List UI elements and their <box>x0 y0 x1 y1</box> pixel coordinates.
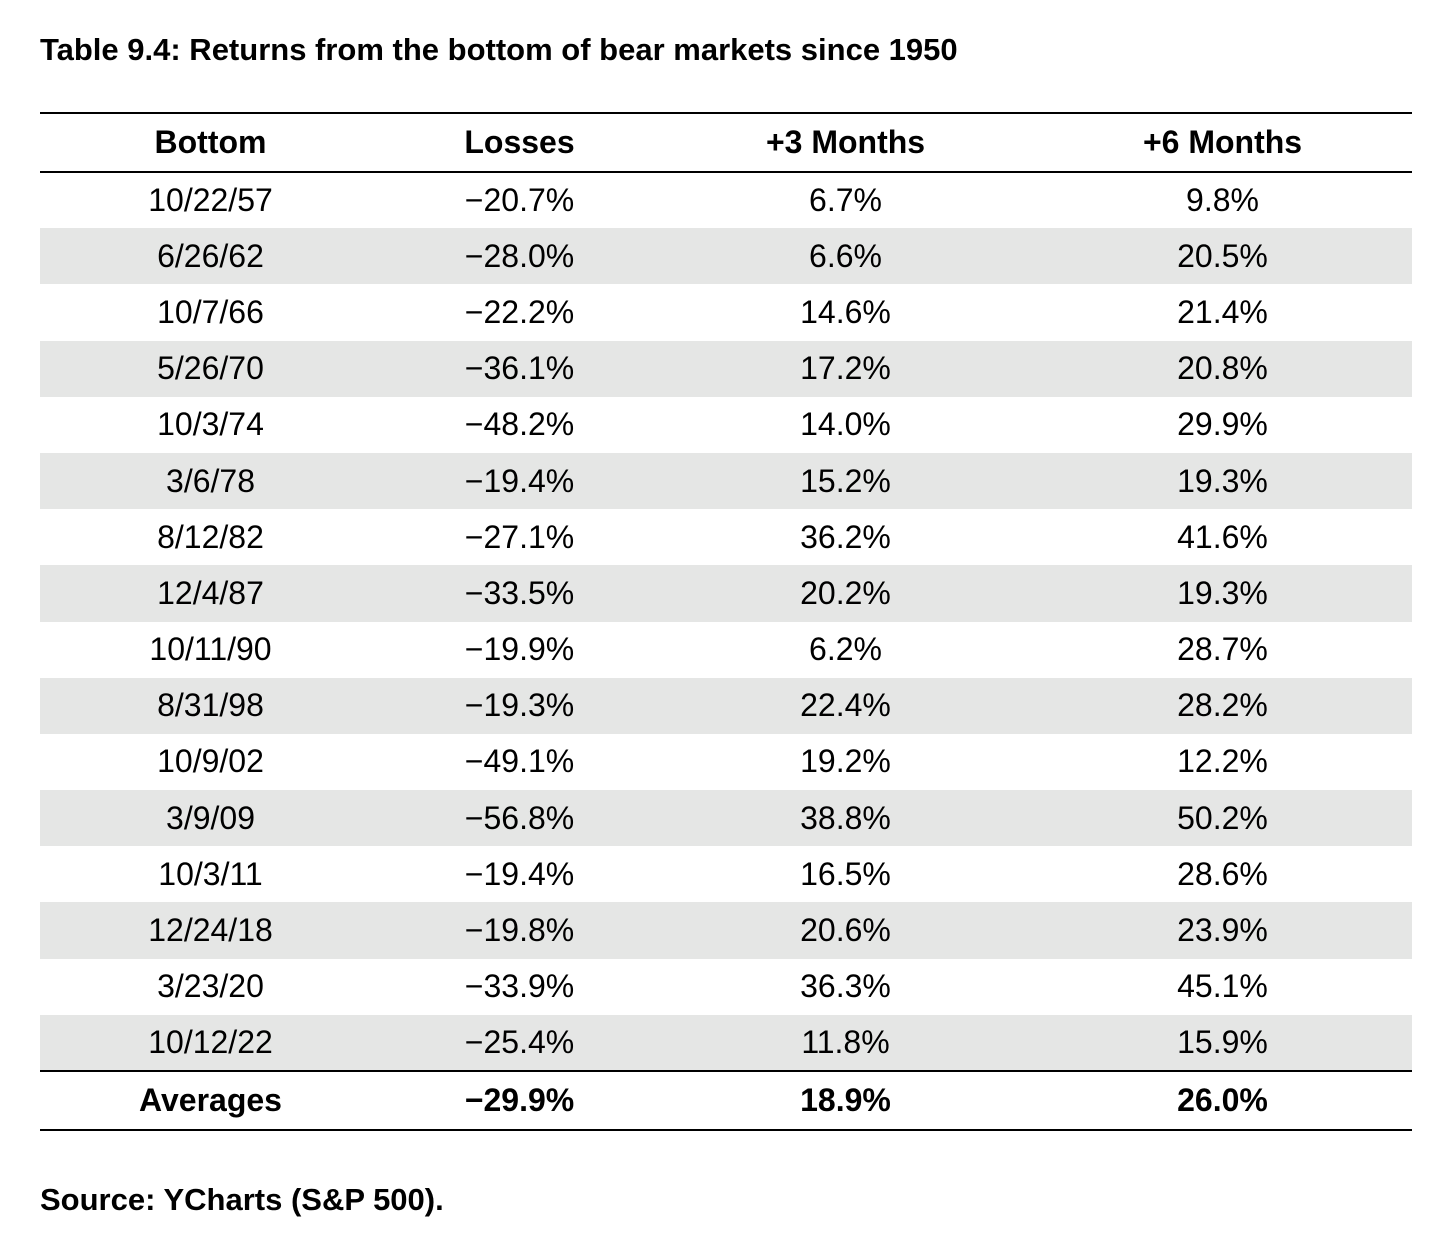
cell-6-months: 23.9% <box>1033 902 1412 959</box>
cell-bottom-date: 10/3/11 <box>158 855 263 892</box>
cell-losses: −49.1% <box>464 743 575 780</box>
table-row: 10/9/02 −49.1% 19.2% 12.2% <box>40 734 1412 790</box>
cell-losses: −33.5% <box>381 565 658 622</box>
cell-bottom-date: 6/26/62 <box>40 228 381 285</box>
averages-row: Averages −29.9% 18.9% 26.0% <box>40 1071 1412 1130</box>
cell-3-months: 6.2% <box>809 631 882 668</box>
cell-6-months: 20.5% <box>1033 228 1412 285</box>
column-header-3-months: +3 Months <box>765 124 926 160</box>
table-row: 10/7/66 −22.2% 14.6% 21.4% <box>40 284 1412 340</box>
cell-6-months: 28.6% <box>1177 855 1268 892</box>
cell-bottom-date: 10/3/74 <box>157 406 264 443</box>
cell-bottom-date: 10/12/22 <box>40 1014 381 1071</box>
table-row: 5/26/70 −36.1% 17.2% 20.8% <box>40 340 1412 397</box>
cell-6-months: 9.8% <box>1186 182 1259 219</box>
cell-bottom-date: 8/31/98 <box>40 677 381 734</box>
table-row: 8/12/82 −27.1% 36.2% 41.6% <box>40 509 1412 565</box>
table-row: 12/4/87 −33.5% 20.2% 19.3% <box>40 565 1412 622</box>
table-header-row: Bottom Losses +3 Months +6 Months <box>40 113 1412 172</box>
cell-losses: −20.7% <box>464 182 575 219</box>
cell-bottom-date: 5/26/70 <box>40 340 381 397</box>
averages-losses: −29.9% <box>464 1082 575 1118</box>
bear-market-returns-table: Bottom Losses +3 Months +6 Months 10/22/… <box>40 112 1412 1131</box>
cell-bottom-date: 10/9/02 <box>157 743 264 780</box>
source-note: Source: YCharts (S&P 500). <box>40 1182 444 1217</box>
table-caption: Table 9.4: Returns from the bottom of be… <box>40 32 958 67</box>
cell-losses: −19.9% <box>464 631 575 668</box>
averages-6-months: 26.0% <box>1177 1082 1268 1118</box>
cell-3-months: 19.2% <box>800 743 891 780</box>
cell-losses: −19.3% <box>381 677 658 734</box>
cell-bottom-date: 3/23/20 <box>157 968 264 1005</box>
cell-3-months: 22.4% <box>658 677 1033 734</box>
cell-6-months: 12.2% <box>1177 743 1268 780</box>
table-row: 8/31/98 −19.3% 22.4% 28.2% <box>40 677 1412 734</box>
cell-3-months: 36.3% <box>800 968 891 1005</box>
cell-3-months: 6.6% <box>658 228 1033 285</box>
cell-losses: −28.0% <box>381 228 658 285</box>
cell-losses: −25.4% <box>381 1014 658 1071</box>
table-row: 10/11/90 −19.9% 6.2% 28.7% <box>40 622 1412 678</box>
cell-losses: −27.1% <box>464 518 575 555</box>
cell-3-months: 36.2% <box>800 518 891 555</box>
cell-bottom-date: 8/12/82 <box>157 518 264 555</box>
cell-6-months: 50.2% <box>1033 790 1412 847</box>
cell-bottom-date: 10/22/57 <box>148 182 273 219</box>
cell-bottom-date: 12/24/18 <box>40 902 381 959</box>
column-header-losses: Losses <box>464 124 575 160</box>
averages-label: Averages <box>139 1082 282 1118</box>
cell-3-months: 20.6% <box>658 902 1033 959</box>
cell-3-months: 14.6% <box>800 293 891 330</box>
cell-6-months: 41.6% <box>1177 518 1268 555</box>
cell-3-months: 38.8% <box>658 790 1033 847</box>
cell-6-months: 28.2% <box>1033 677 1412 734</box>
cell-bottom-date: 3/9/09 <box>40 790 381 847</box>
cell-losses: −22.2% <box>464 293 575 330</box>
table-row: 10/22/57 −20.7% 6.7% 9.8% <box>40 172 1412 228</box>
table-row: 3/9/09 −56.8% 38.8% 50.2% <box>40 790 1412 847</box>
cell-losses: −19.4% <box>464 855 575 892</box>
cell-3-months: 20.2% <box>658 565 1033 622</box>
table-row: 3/6/78 −19.4% 15.2% 19.3% <box>40 452 1412 510</box>
cell-3-months: 11.8% <box>658 1014 1033 1071</box>
cell-3-months: 6.7% <box>809 182 882 219</box>
cell-3-months: 17.2% <box>658 340 1033 397</box>
cell-6-months: 20.8% <box>1033 340 1412 397</box>
cell-3-months: 16.5% <box>800 855 891 892</box>
cell-6-months: 15.9% <box>1033 1014 1412 1071</box>
cell-losses: −56.8% <box>381 790 658 847</box>
cell-3-months: 14.0% <box>800 406 891 443</box>
cell-3-months: 15.2% <box>658 452 1033 510</box>
cell-losses: −48.2% <box>464 406 575 443</box>
table-row: 6/26/62 −28.0% 6.6% 20.5% <box>40 228 1412 285</box>
table-row: 12/24/18 −19.8% 20.6% 23.9% <box>40 902 1412 959</box>
table-row: 10/3/74 −48.2% 14.0% 29.9% <box>40 397 1412 453</box>
cell-losses: −33.9% <box>464 968 575 1005</box>
cell-bottom-date: 12/4/87 <box>40 565 381 622</box>
table-row: 3/23/20 −33.9% 36.3% 45.1% <box>40 959 1412 1015</box>
cell-6-months: 21.4% <box>1177 293 1268 330</box>
cell-losses: −19.4% <box>381 452 658 510</box>
cell-6-months: 29.9% <box>1177 406 1268 443</box>
column-header-bottom: Bottom <box>154 124 267 160</box>
column-header-6-months: +6 Months <box>1142 124 1303 160</box>
cell-losses: −36.1% <box>381 340 658 397</box>
cell-bottom-date: 10/11/90 <box>149 631 272 668</box>
cell-6-months: 19.3% <box>1033 565 1412 622</box>
averages-3-months: 18.9% <box>800 1082 891 1118</box>
cell-bottom-date: 3/6/78 <box>40 452 381 510</box>
cell-losses: −19.8% <box>381 902 658 959</box>
table-row: 10/3/11 −19.4% 16.5% 28.6% <box>40 846 1412 902</box>
cell-6-months: 19.3% <box>1033 452 1412 510</box>
table-row: 10/12/22 −25.4% 11.8% 15.9% <box>40 1014 1412 1071</box>
cell-6-months: 45.1% <box>1177 968 1268 1005</box>
cell-bottom-date: 10/7/66 <box>157 293 264 330</box>
cell-6-months: 28.7% <box>1177 631 1268 668</box>
